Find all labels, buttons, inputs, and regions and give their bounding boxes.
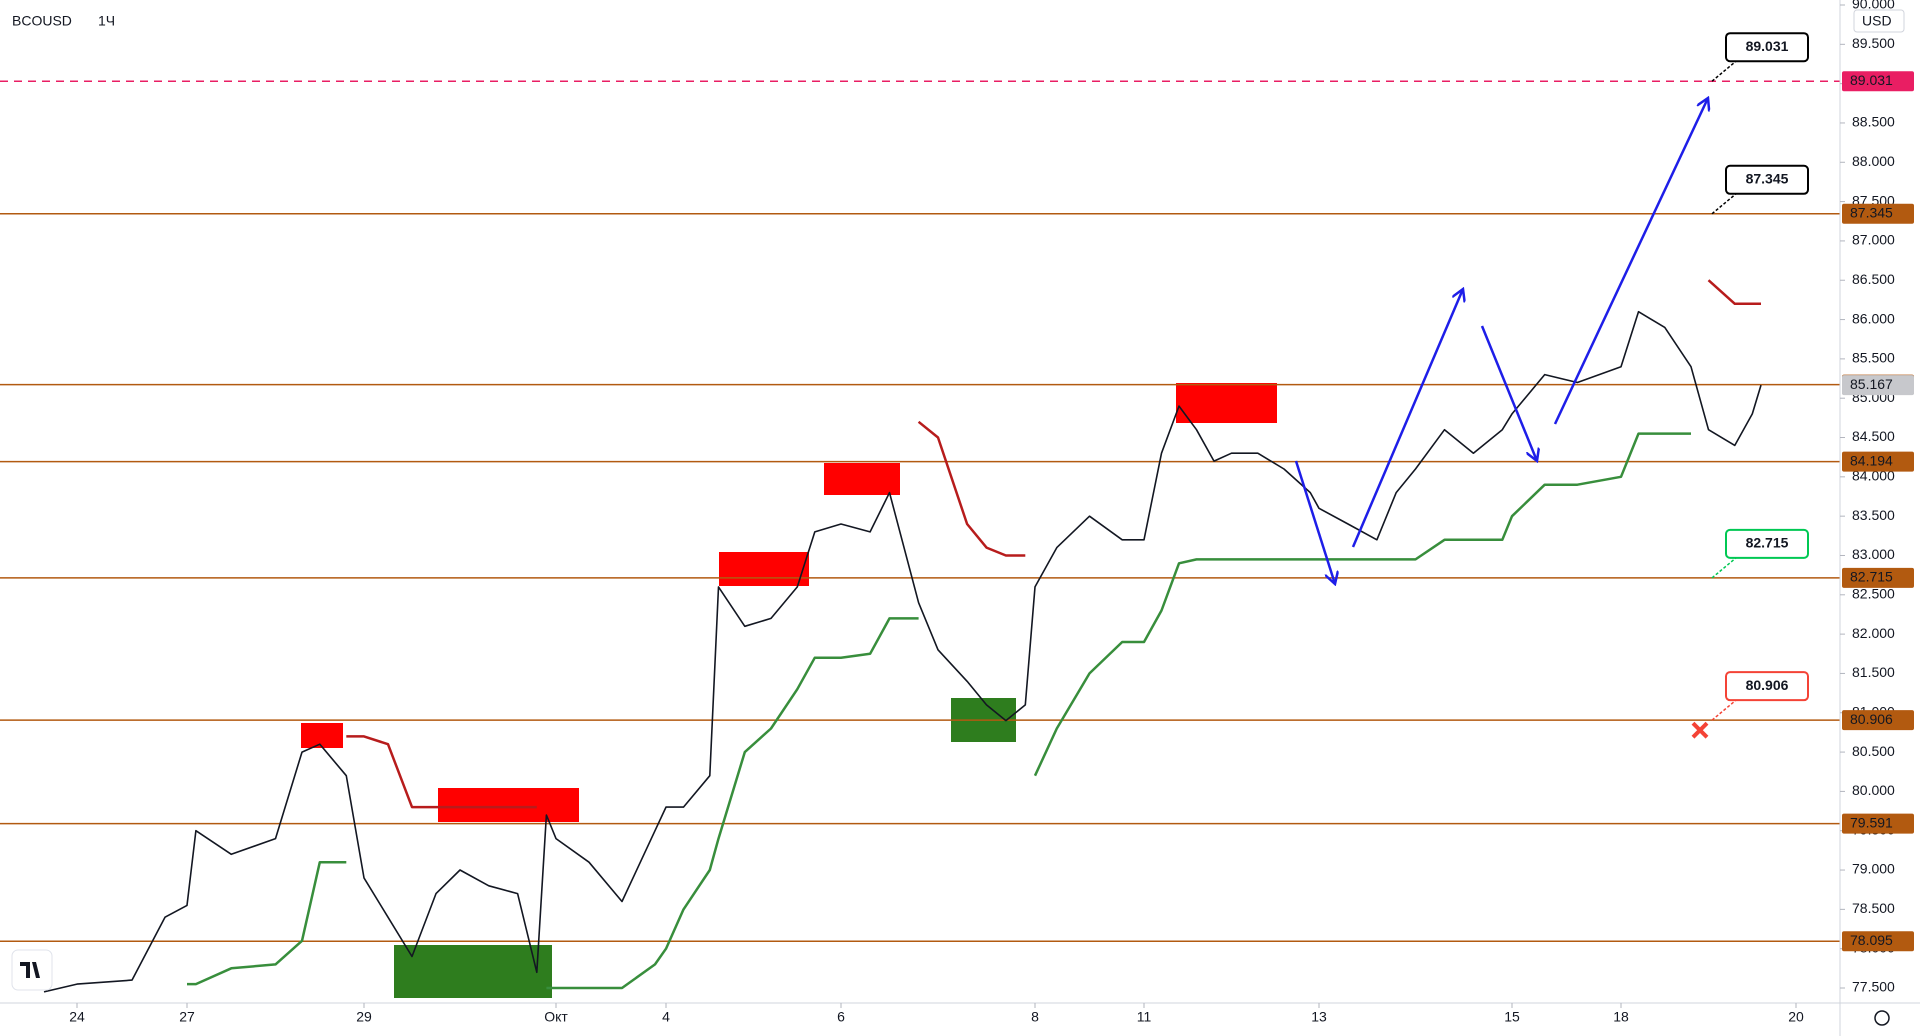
y-tick-label: 83.500 (1852, 507, 1895, 523)
plot (0, 80, 1840, 993)
level-label: 79.591 (1850, 814, 1893, 830)
price-label: 85.167 (1850, 376, 1893, 392)
level-label: 78.095 (1850, 932, 1893, 948)
level-label-box (1842, 71, 1914, 92)
arrow (1553, 98, 1708, 425)
y-tick-label: 85.500 (1852, 350, 1895, 366)
y-tick-label: 90.000 (1852, 0, 1895, 12)
level-label: 82.715 (1850, 569, 1893, 585)
callout-box (1725, 32, 1809, 63)
supply-zone (1176, 383, 1277, 423)
y-tick-label: 88.000 (1852, 153, 1895, 169)
x-tick-label: 11 (1137, 1009, 1152, 1025)
currency-button[interactable] (1853, 9, 1905, 33)
trend-line (187, 432, 1691, 990)
y-tick-label: 80.000 (1852, 782, 1895, 798)
interval: 1Ч (98, 13, 115, 29)
level-label: 80.906 (1850, 711, 1893, 727)
arrow (1351, 289, 1463, 548)
y-tick-label: 77.500 (1852, 979, 1895, 995)
x-tick-label: 29 (356, 1009, 372, 1025)
callout-label: 87.345 (1746, 170, 1789, 186)
y-tick-label: 82.500 (1852, 586, 1895, 602)
x-tick-label: 13 (1311, 1009, 1327, 1025)
x-tick-label: 24 (69, 1009, 85, 1025)
arrows (1294, 98, 1708, 584)
callout-label: 89.031 (1746, 38, 1789, 54)
logo (11, 949, 53, 991)
callout-leader (1711, 193, 1737, 215)
callout-box (1725, 528, 1809, 559)
level-label-box (1842, 451, 1914, 472)
callout-label: 82.715 (1746, 535, 1789, 551)
y-tick-label: 82.000 (1852, 625, 1895, 641)
y-tick-label: 80.500 (1852, 743, 1895, 759)
supply-zone (824, 463, 900, 495)
x-tick-label: 6 (837, 1009, 845, 1025)
x-tick-label: 4 (662, 1009, 670, 1025)
level-label: 84.194 (1850, 452, 1893, 468)
level-label-box (1842, 567, 1914, 588)
price-line (43, 310, 1762, 993)
y-tick-label: 89.500 (1852, 35, 1895, 51)
settings[interactable] (1874, 1010, 1890, 1026)
level-label: 87.345 (1850, 204, 1893, 220)
level-label: 89.031 (1850, 72, 1893, 88)
x-tick-label: 8 (1031, 1009, 1039, 1025)
callout-leader (1711, 557, 1737, 579)
x-tick-label: 18 (1613, 1009, 1629, 1025)
callout-label: 80.906 (1746, 677, 1789, 693)
callout-leader (1711, 699, 1737, 721)
y-tick-label: 83.000 (1852, 546, 1895, 562)
level-label-box (1842, 710, 1914, 731)
y-tick-label: 79.000 (1852, 861, 1895, 877)
symbol: BCOUSD (12, 13, 72, 29)
y-tick-label: 86.500 (1852, 271, 1895, 287)
level-label-box (1842, 203, 1914, 224)
level-label-box (1842, 813, 1914, 834)
level-label-box (1842, 931, 1914, 952)
supply-zone (438, 788, 579, 822)
x-tick-label: 15 (1504, 1009, 1520, 1025)
stop-marker (1691, 721, 1709, 739)
x-tick-label: 20 (1788, 1009, 1804, 1025)
logo-mark (20, 962, 40, 978)
trend-line (346, 279, 1761, 809)
y-tick-label: 84.500 (1852, 428, 1895, 444)
supply-zone (719, 552, 809, 586)
arrow (1480, 325, 1537, 461)
demand-zone (394, 945, 552, 998)
x-tick-label: 27 (179, 1009, 195, 1025)
y-tick-label: 78.500 (1852, 900, 1895, 916)
callout-box (1725, 164, 1809, 195)
price-label-box (1842, 375, 1914, 396)
currency[interactable]: USD (1862, 13, 1892, 29)
y-tick-label: 81.500 (1852, 664, 1895, 680)
y-tick-label: 86.000 (1852, 310, 1895, 326)
y-tick-label: 88.500 (1852, 114, 1895, 130)
callout-box (1725, 671, 1809, 702)
supply-zone (301, 723, 343, 748)
y-tick-label: 87.000 (1852, 232, 1895, 248)
callout-leader (1711, 60, 1737, 82)
arrow (1294, 460, 1335, 584)
x-tick-label: Окт (544, 1009, 568, 1025)
